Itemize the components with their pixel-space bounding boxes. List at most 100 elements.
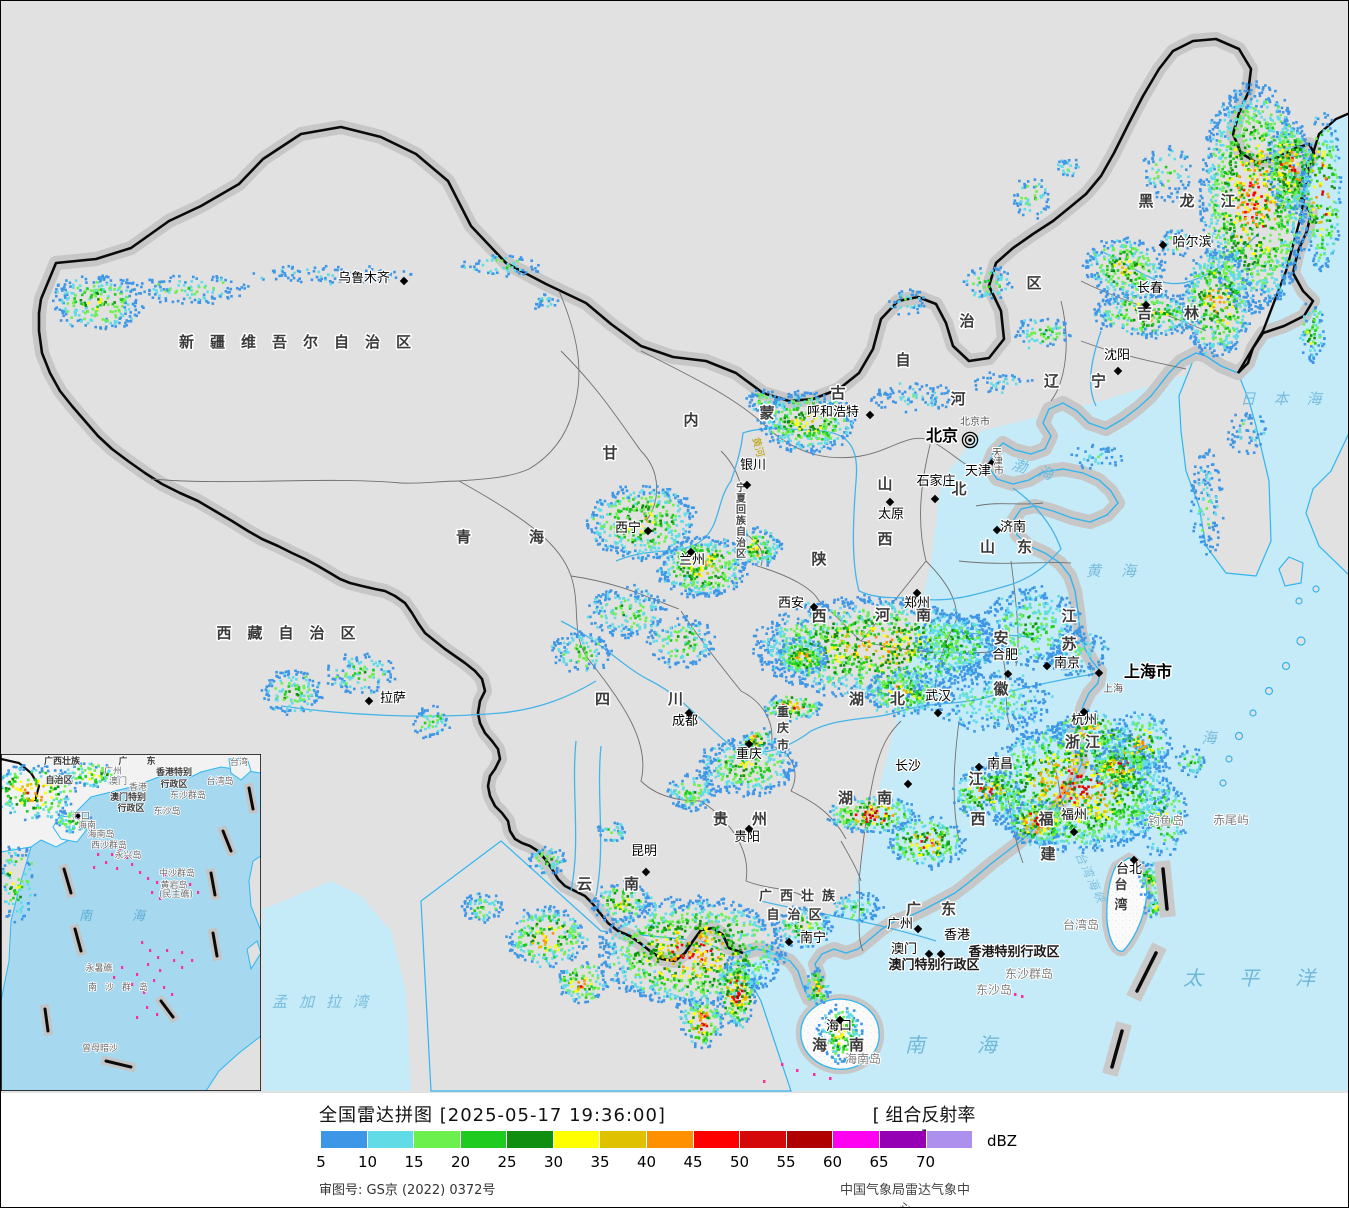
map-label: 哈尔滨 (1172, 234, 1211, 250)
inset-taiwan (228, 757, 252, 781)
map-label: 广州 (887, 917, 913, 932)
city-marker (924, 949, 934, 959)
map-label: 南昌 (987, 756, 1013, 772)
map-label: 山东 (980, 538, 1054, 556)
colorbar-tick: 65 (869, 1153, 889, 1171)
map-label: 夏 (735, 493, 747, 505)
map-label: 日本海 (1240, 390, 1339, 408)
map-label: 建 (1040, 845, 1056, 863)
colorbar-cell-60 (833, 1131, 879, 1148)
city-marker (974, 762, 984, 772)
map-label: 天津 (965, 464, 991, 479)
map-label: 区 (736, 548, 746, 560)
map-label: 市 (777, 737, 789, 752)
city-marker (399, 276, 409, 286)
city-marker (364, 696, 374, 706)
map-label: 湖南 (838, 789, 916, 807)
map-label: 湾 (1114, 897, 1127, 913)
map-label: 永暑礁 (85, 962, 112, 974)
map-label: 北京市 (960, 415, 990, 428)
map-label: 自治区 (45, 774, 72, 786)
city-marker (684, 708, 694, 718)
map-label: 澳门 (109, 775, 127, 787)
map-label: 江 (1061, 607, 1076, 625)
map-label: 海南 (812, 1036, 886, 1054)
city-marker (1129, 855, 1139, 865)
tianjin-arrow (978, 461, 992, 472)
map-label: 区 (1026, 274, 1041, 292)
city-marker (643, 526, 653, 536)
map-label: 庆 (776, 720, 789, 735)
map-label: 成都 (672, 714, 698, 729)
city-marker (1094, 668, 1104, 678)
map-label: 台湾 (230, 756, 248, 768)
colorbar-cell-35 (600, 1131, 647, 1148)
map-label: 北 (951, 480, 966, 498)
colorbar-cell-50 (740, 1131, 786, 1148)
map-label: 沈阳 (1104, 348, 1130, 363)
map-label: 拉萨 (380, 691, 406, 706)
map-label: 济南 (1000, 519, 1026, 535)
map-label: 新疆维吾尔自治区 (179, 333, 427, 351)
map-label: 台湾岛 (206, 775, 233, 787)
map-label: 河南 (875, 606, 957, 624)
colorbar-tick: 45 (683, 1153, 703, 1171)
city-marker (933, 708, 943, 718)
colorbar-cell-55 (786, 1131, 833, 1148)
inset-borneo (205, 1035, 261, 1091)
map-label: 西 (970, 810, 985, 828)
map-label: 台 (1114, 877, 1127, 893)
map-label: 江 (968, 770, 983, 788)
map-label: 曾母暗沙 (82, 1042, 118, 1054)
map-label: 广州 (104, 765, 122, 777)
map-label: 甘 (602, 444, 617, 462)
map-label: 香港 (944, 928, 970, 943)
map-area: 新疆维吾尔自治区 西藏自治区 青海甘内蒙古自治区黑龙江 吉林 辽宁河北山西陕西宁夏回族自… (1, 1, 1348, 1093)
map-label: 内 (683, 411, 698, 429)
map-label: 澳门特别行政区 (888, 957, 979, 973)
map-label: 广西壮族 (759, 888, 843, 904)
map-label: 钓鱼岛 (1148, 813, 1184, 828)
colorbar-ticks: 5 10 15 20 25 30 35 40 45 50 55 60 65 70 (1, 1153, 1348, 1171)
colorbar-tick: 30 (543, 1153, 564, 1171)
producer: 中国气象局雷达气象中心 (839, 1183, 970, 1207)
map-label: 河 (950, 390, 965, 408)
map-approval-number: 审图号: GS京 (2022) 0372号 (319, 1183, 496, 1198)
map-label: 东沙岛 (976, 982, 1012, 997)
map-label: 云南 (577, 875, 671, 893)
city-marker (1079, 707, 1089, 717)
map-label: 海南岛 (845, 1051, 881, 1066)
japan-west (1305, 433, 1348, 575)
colorbar-tick: 10 (357, 1153, 378, 1171)
map-label: 海南岛 (87, 828, 114, 840)
colorbar-tick: 15 (404, 1153, 424, 1171)
map-label: 太原 (878, 507, 904, 522)
map-label: 南海 (905, 1033, 1049, 1057)
map-label: 上海市 (1124, 662, 1172, 681)
city-marker (885, 497, 895, 507)
city-marker (641, 867, 651, 877)
map-label: 昆明 (631, 844, 657, 859)
map-label: 回 (736, 504, 746, 516)
colorbar-cell-15 (414, 1131, 460, 1148)
map-label: 族 (736, 514, 747, 527)
map-label: (民主礁) (159, 888, 193, 900)
map-label: 北京 (926, 426, 958, 445)
map-label: 古 (830, 384, 845, 402)
map-label: 南宁 (800, 930, 826, 946)
city-marker (784, 937, 794, 947)
map-label: 郑州 (904, 596, 930, 611)
map-label: 长沙 (895, 759, 921, 774)
map-label: 贵州 (713, 810, 791, 828)
map-label: 湖北 (849, 690, 931, 708)
colorbar-tick: 25 (497, 1153, 517, 1171)
map-label: 辽宁 (1044, 372, 1138, 390)
map-label: 安 (993, 629, 1008, 647)
map-label: 苏 (1061, 635, 1076, 653)
map-label: 徽 (992, 680, 1009, 698)
colorbar-tick: 55 (776, 1153, 796, 1171)
